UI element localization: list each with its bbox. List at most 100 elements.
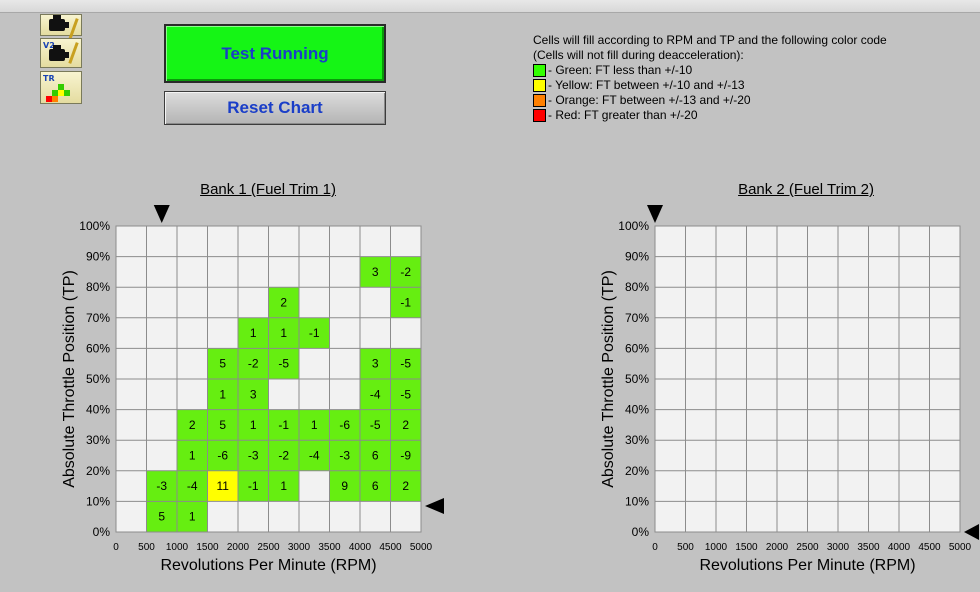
heatmap-cell: [360, 409, 391, 441]
x-tick-label: 500: [677, 542, 694, 553]
y-tick-label: 20%: [625, 464, 649, 478]
v2-label: V2: [43, 41, 55, 50]
x-tick-label: 1000: [705, 542, 728, 553]
x-tick-label: 1500: [196, 542, 219, 553]
heatmap-cell: [360, 470, 391, 502]
cell-value-label: 1: [280, 326, 287, 340]
x-tick-label: 3000: [288, 542, 311, 553]
y-tick-label: 60%: [86, 341, 110, 355]
y-tick-label: 0%: [93, 525, 111, 539]
bank1-chart-title: Bank 1 (Fuel Trim 1): [200, 181, 336, 198]
heatmap-cell: [268, 470, 299, 502]
heatmap-cell: [299, 317, 330, 349]
cell-value-label: 2: [402, 479, 409, 493]
x-tick-label: 2000: [227, 542, 250, 553]
heatmap-cell: [207, 470, 238, 502]
engine-wrench-icon[interactable]: [40, 14, 82, 40]
heatmap-cell: [177, 440, 208, 471]
cell-value-label: -5: [400, 387, 411, 401]
x-tick-label: 500: [138, 542, 155, 553]
cell-value-label: 1: [280, 479, 287, 493]
heatmap-cell: [268, 348, 299, 379]
legend-text-green: - Green: FT less than +/-10: [548, 63, 693, 77]
orange-swatch: [533, 94, 546, 107]
cell-value-label: -3: [339, 449, 350, 463]
y-tick-label: 40%: [625, 403, 649, 417]
legend-item-green: - Green: FT less than +/-10: [533, 63, 887, 78]
engine-v2-icon[interactable]: V2: [40, 38, 82, 68]
x-tick-label: 3500: [318, 542, 341, 553]
heatmap-cell: [268, 317, 299, 349]
cell-value-label: -2: [248, 357, 259, 371]
cell-value-label: 1: [219, 387, 226, 401]
heatmap-cell: [390, 440, 421, 471]
green-swatch: [533, 64, 546, 77]
heatmap-cell: [329, 470, 360, 502]
cell-value-label: -1: [400, 296, 411, 310]
heatmap-cell: [207, 409, 238, 441]
heatmap-cell: [360, 379, 391, 410]
rpm-marker-icon[interactable]: [647, 205, 663, 223]
x-tick-label: 2500: [257, 542, 280, 553]
heatmap-cell: [390, 256, 421, 288]
heatmap-cell: [329, 409, 360, 441]
cell-value-label: -5: [400, 357, 411, 371]
cell-value-label: 3: [372, 265, 379, 279]
heatmap-cell: [238, 440, 269, 471]
heatmap-cell: [238, 409, 269, 441]
heatmap-cell: [177, 501, 208, 532]
x-tick-label: 2500: [796, 542, 819, 553]
x-tick-label: 4500: [379, 542, 402, 553]
cell-value-label: 5: [158, 510, 165, 524]
y-tick-label: 60%: [625, 341, 649, 355]
heatmap-cell: [238, 470, 269, 502]
heatmap-cell: [360, 256, 391, 288]
x-tick-label: 4500: [918, 542, 941, 553]
y-axis-label: Absolute Throttle Position (TP): [61, 270, 78, 488]
tp-marker-icon[interactable]: [425, 497, 444, 514]
heatmap-cell: [238, 348, 269, 379]
heatmap-cell: [360, 348, 391, 379]
x-axis-label: Revolutions Per Minute (RPM): [160, 557, 376, 574]
y-tick-label: 90%: [625, 250, 649, 264]
cell-value-label: -4: [370, 387, 381, 401]
cell-value-label: 2: [189, 418, 196, 432]
rpm-marker-icon[interactable]: [153, 205, 170, 223]
cell-value-label: -6: [217, 449, 228, 463]
y-tick-label: 100%: [618, 219, 649, 233]
trim-chart-icon[interactable]: TR: [40, 71, 82, 104]
heatmap-cell: [238, 379, 269, 410]
tp-marker-icon[interactable]: [964, 524, 979, 540]
y-tick-label: 30%: [86, 433, 110, 447]
heatmap-cell: [390, 409, 421, 441]
heatmap-cell: [177, 409, 208, 441]
cell-value-label: -2: [400, 265, 411, 279]
y-tick-label: 80%: [625, 280, 649, 294]
cell-value-label: -6: [339, 418, 350, 432]
test-running-button[interactable]: Test Running: [164, 24, 386, 83]
cell-value-label: 5: [219, 357, 226, 371]
heatmap-cell: [360, 440, 391, 471]
chart-bank-1: 5 1-3 -4 11 -1 1 9 6 21 -6 -3 -2 -4 -3 6 -92 5 1 -1 1 -6 -5 21…: [61, 205, 444, 574]
x-tick-label: 5000: [949, 542, 972, 553]
cell-value-label: -5: [370, 418, 381, 432]
cell-value-label: 2: [402, 418, 409, 432]
cell-value-label: -2: [278, 449, 289, 463]
legend-text-red: - Red: FT greater than +/-20: [548, 108, 698, 122]
bank2-chart-title: Bank 2 (Fuel Trim 2): [738, 181, 874, 198]
y-tick-label: 80%: [86, 280, 110, 294]
heatmap-cell: [390, 348, 421, 379]
heatmap-cell: [390, 287, 421, 318]
red-swatch: [533, 109, 546, 122]
y-tick-label: 70%: [86, 311, 110, 325]
x-axis-label: Revolutions Per Minute (RPM): [699, 557, 915, 574]
reset-chart-button[interactable]: Reset Chart: [164, 91, 386, 125]
cell-value-label: -9: [400, 449, 411, 463]
cell-value-label: 9: [341, 479, 348, 493]
legend-item-red: - Red: FT greater than +/-20: [533, 108, 887, 123]
cell-value-label: -1: [309, 326, 320, 340]
cell-value-label: 1: [189, 449, 196, 463]
cell-value-label: 2: [280, 296, 287, 310]
y-tick-label: 90%: [86, 250, 110, 264]
cell-value-label: 3: [250, 387, 257, 401]
